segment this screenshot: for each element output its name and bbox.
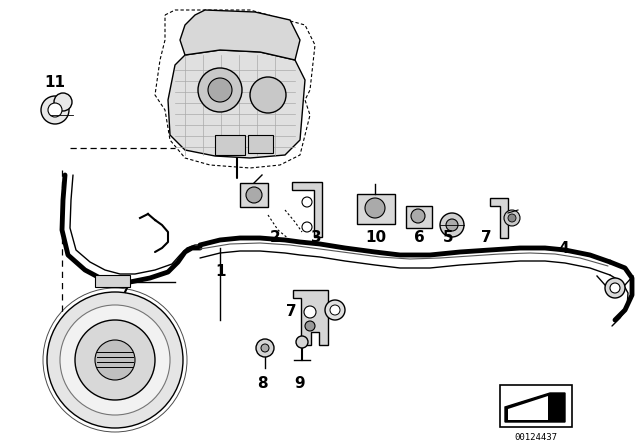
Polygon shape <box>180 10 300 60</box>
Circle shape <box>48 103 62 117</box>
Circle shape <box>365 198 385 218</box>
Circle shape <box>508 214 516 222</box>
Polygon shape <box>168 50 305 158</box>
Polygon shape <box>293 290 328 345</box>
Polygon shape <box>292 182 322 237</box>
Text: 00124437: 00124437 <box>515 432 557 441</box>
Circle shape <box>261 344 269 352</box>
Circle shape <box>60 305 170 415</box>
Circle shape <box>440 213 464 237</box>
Bar <box>248 135 273 153</box>
Circle shape <box>198 68 242 112</box>
Circle shape <box>302 222 312 232</box>
Circle shape <box>47 292 183 428</box>
Circle shape <box>246 187 262 203</box>
Bar <box>215 135 245 155</box>
Circle shape <box>296 336 308 348</box>
Circle shape <box>411 209 425 223</box>
Circle shape <box>95 340 135 380</box>
Polygon shape <box>505 393 565 422</box>
Text: 7: 7 <box>286 304 296 319</box>
Text: 3: 3 <box>312 230 322 245</box>
Polygon shape <box>490 198 508 238</box>
Text: 7: 7 <box>481 230 492 245</box>
Text: 6: 6 <box>414 230 424 245</box>
Bar <box>240 183 268 207</box>
Bar <box>357 194 395 224</box>
Circle shape <box>610 283 620 293</box>
Text: 9: 9 <box>294 375 305 391</box>
Circle shape <box>330 305 340 315</box>
Text: 5: 5 <box>443 230 453 245</box>
Circle shape <box>446 219 458 231</box>
Circle shape <box>504 210 520 226</box>
Circle shape <box>256 339 274 357</box>
Bar <box>500 385 572 427</box>
Circle shape <box>208 78 232 102</box>
Circle shape <box>75 320 155 400</box>
Circle shape <box>302 197 312 207</box>
Circle shape <box>305 321 315 331</box>
Polygon shape <box>508 396 548 420</box>
Bar <box>406 206 432 228</box>
Circle shape <box>304 306 316 318</box>
Circle shape <box>54 93 72 111</box>
Text: 4: 4 <box>558 241 568 256</box>
Text: 8: 8 <box>257 375 268 391</box>
Circle shape <box>41 96 69 124</box>
Text: 1: 1 <box>216 263 226 279</box>
Text: 11: 11 <box>44 75 65 90</box>
Circle shape <box>325 300 345 320</box>
Text: 10: 10 <box>365 230 387 245</box>
Circle shape <box>605 278 625 298</box>
Circle shape <box>250 77 286 113</box>
Bar <box>95 275 130 287</box>
Text: 2: 2 <box>270 230 280 245</box>
